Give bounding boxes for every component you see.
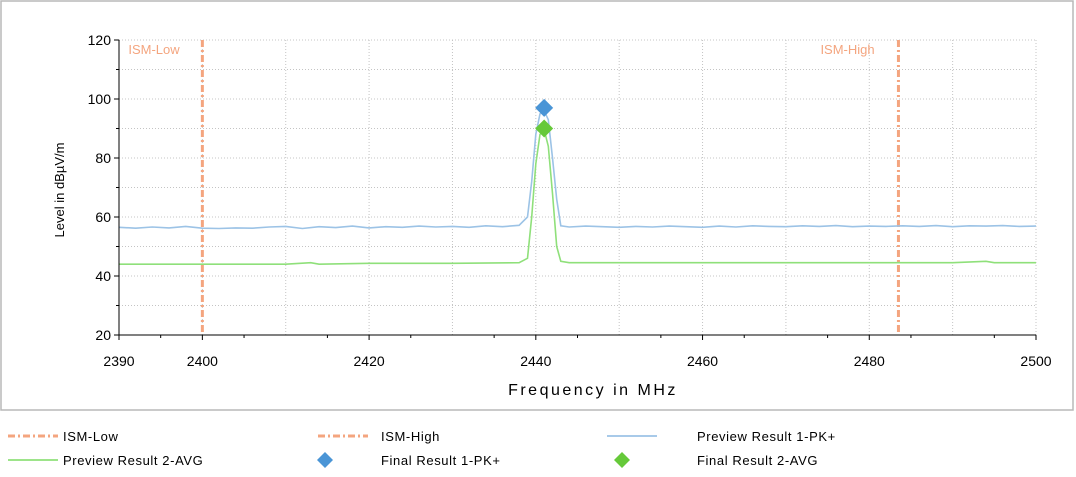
legend-label: Final Result 2-AVG <box>697 453 818 468</box>
y-axis-label: Level in dBµV/m <box>52 143 67 238</box>
y-tick-label: 60 <box>95 209 111 225</box>
y-tick-label: 40 <box>95 268 111 284</box>
grid <box>118 39 1037 336</box>
x-tick-label: 2460 <box>687 353 718 369</box>
markers <box>535 98 554 138</box>
legend-label: Preview Result 2-AVG <box>63 453 203 468</box>
x-tick-label: 2420 <box>354 353 385 369</box>
series-line-2 <box>119 128 1036 266</box>
limit-lines: ISM-Low ISM-High <box>128 40 900 335</box>
legend-label: ISM-Low <box>63 429 119 444</box>
marker-point-2 <box>535 119 554 138</box>
series-line-1 <box>118 109 1037 230</box>
x-tick-label: 2480 <box>854 353 885 369</box>
legend-label: Final Result 1-PK+ <box>381 453 501 468</box>
marker-point-1 <box>535 98 554 117</box>
legend-label: Preview Result 1-PK+ <box>697 429 836 444</box>
x-tick-label: 2390 <box>103 353 134 369</box>
chart-frame <box>0 0 1074 411</box>
y-tick-label: 120 <box>88 32 112 48</box>
legend-swatch <box>614 452 630 468</box>
x-tick-label: 2500 <box>1020 353 1051 369</box>
y-tick-label: 100 <box>88 91 112 107</box>
x-tick-label: 2400 <box>187 353 218 369</box>
legend-swatch <box>317 452 333 468</box>
legend: ISM-Low ISM-High Preview Result 1-PK+ Previ… <box>8 429 836 468</box>
axes: 2390 2400 2420 2440 2460 2480 2500 20 40 60 80 100 1… <box>88 32 1052 369</box>
y-tick-label: 80 <box>95 150 111 166</box>
legend-label: ISM-High <box>381 429 440 444</box>
x-tick-label: 2440 <box>520 353 551 369</box>
x-axis-label: Frequency in MHz <box>508 382 678 399</box>
limit-line-label-ism-high: ISM-High <box>820 42 874 57</box>
limit-line-label-ism-low: ISM-Low <box>128 42 180 57</box>
series <box>118 109 1037 266</box>
y-tick-label: 20 <box>95 327 111 343</box>
